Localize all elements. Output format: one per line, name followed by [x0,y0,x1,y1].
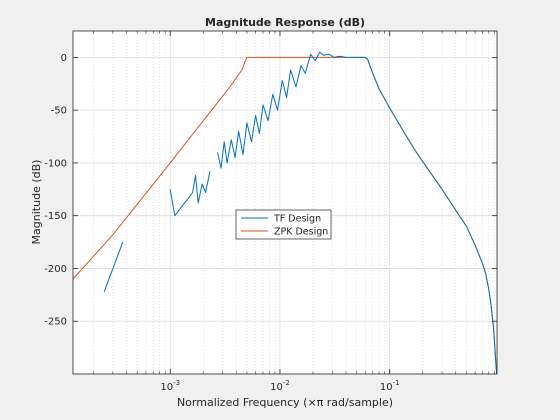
chart-title: Magnitude Response (dB) [205,16,365,29]
y-axis-label: Magnitude (dB) [30,160,43,245]
legend-label: ZPK Design [274,227,328,238]
y-tick-label: -200 [44,264,67,275]
series-line-segment [365,57,497,374]
series-line-segment [103,241,124,292]
y-tick-label: 0 [61,53,67,64]
y-tick-label: -150 [44,211,67,222]
series-line-segment [217,51,366,169]
x-tick-label: 10-3 [160,379,180,393]
plot-area [73,31,497,374]
series-line-segment [169,171,211,217]
y-tick-label: -250 [44,317,67,328]
axes-box [72,30,498,375]
x-tick-label: 10-2 [270,379,290,393]
x-axis-label: Normalized Frequency (×π rad/sample) [177,396,393,409]
series-tf-design [103,51,497,374]
y-tick-label: -50 [51,106,67,117]
axis-ticks: 10-3 10-2 10-1 0 -50 -100 -150 -200 -250 [44,31,497,393]
x-tick-label: 10-1 [380,379,400,393]
y-tick-label: -100 [44,158,67,169]
plot-lines [73,51,497,374]
legend-label: TF Design [273,214,321,225]
grid [73,31,497,374]
legend-box [235,209,332,240]
legend[interactable]: TF Design ZPK Design [235,209,332,240]
